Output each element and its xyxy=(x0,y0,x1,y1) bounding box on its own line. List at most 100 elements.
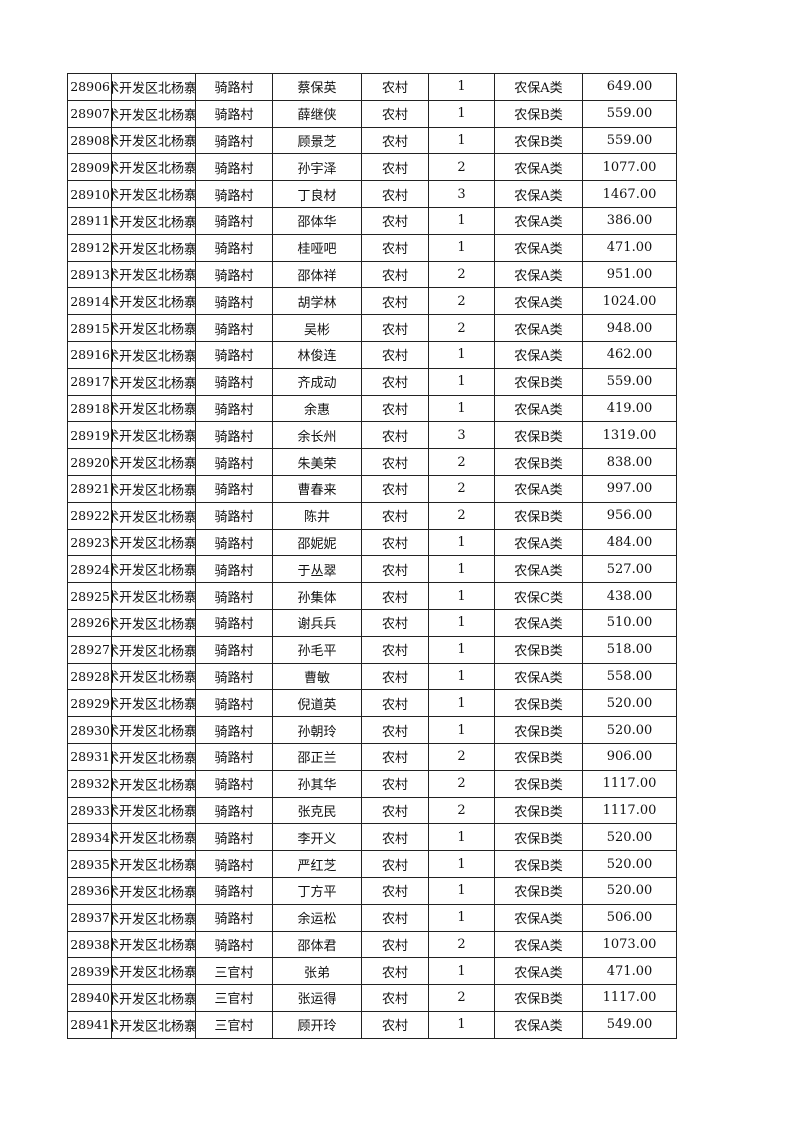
count-cell: 1 xyxy=(428,716,495,744)
region-cell: 术开发区北杨寨 xyxy=(111,501,196,530)
count-cell: 1 xyxy=(428,126,495,155)
count-cell: 3 xyxy=(428,421,495,450)
category-cell: 农保B类 xyxy=(494,367,583,396)
id-cell: 28912 xyxy=(67,233,112,262)
village-cell: 骑路村 xyxy=(195,635,273,664)
region-cell: 术开发区北杨寨 xyxy=(111,340,196,369)
id-cell: 28930 xyxy=(67,716,112,744)
household-type-cell: 农村 xyxy=(361,769,429,798)
id-cell: 28915 xyxy=(67,314,112,342)
household-type-cell: 农村 xyxy=(361,314,429,342)
category-cell: 农保A类 xyxy=(494,180,583,208)
household-type-cell: 农村 xyxy=(361,153,429,182)
table-row: 28924 术开发区北杨寨 骑路村 于丛翠 农村 1 农保A类 527.00 xyxy=(67,555,677,584)
amount-cell: 386.00 xyxy=(582,206,677,235)
amount-cell: 1077.00 xyxy=(582,153,677,182)
category-cell: 农保A类 xyxy=(494,608,583,637)
village-cell: 骑路村 xyxy=(195,287,273,316)
amount-cell: 520.00 xyxy=(582,876,677,905)
household-type-cell: 农村 xyxy=(361,287,429,316)
region-cell: 术开发区北杨寨 xyxy=(111,367,196,396)
village-cell: 骑路村 xyxy=(195,769,273,798)
name-cell: 孙毛平 xyxy=(272,635,362,664)
category-cell: 农保A类 xyxy=(494,555,583,584)
category-cell: 农保A类 xyxy=(494,662,583,691)
category-cell: 农保B类 xyxy=(494,769,583,798)
name-cell: 桂哑吧 xyxy=(272,233,362,262)
region-text: 术开发区北杨寨 xyxy=(111,510,196,526)
count-cell: 1 xyxy=(428,528,495,557)
id-cell: 28924 xyxy=(67,555,112,584)
table-row: 28940 术开发区北杨寨 三官村 张运得 农村 2 农保B类 1117.00 xyxy=(67,984,677,1012)
amount-cell: 1467.00 xyxy=(582,180,677,208)
name-cell: 孙其华 xyxy=(272,769,362,798)
region-cell: 术开发区北杨寨 xyxy=(111,1010,196,1039)
region-cell: 术开发区北杨寨 xyxy=(111,180,196,208)
village-cell: 骑路村 xyxy=(195,716,273,744)
amount-cell: 549.00 xyxy=(582,1010,677,1039)
region-text: 术开发区北杨寨 xyxy=(111,295,196,311)
category-cell: 农保B类 xyxy=(494,984,583,1012)
household-type-cell: 农村 xyxy=(361,99,429,128)
category-cell: 农保A类 xyxy=(494,528,583,557)
table-row: 28927 术开发区北杨寨 骑路村 孙毛平 农村 1 农保B类 518.00 xyxy=(67,635,677,664)
region-cell: 术开发区北杨寨 xyxy=(111,769,196,798)
household-type-cell: 农村 xyxy=(361,662,429,691)
region-cell: 术开发区北杨寨 xyxy=(111,287,196,316)
count-cell: 1 xyxy=(428,340,495,369)
amount-cell: 527.00 xyxy=(582,555,677,584)
category-cell: 农保B类 xyxy=(494,689,583,718)
id-cell: 28911 xyxy=(67,206,112,235)
name-cell: 丁良材 xyxy=(272,180,362,208)
region-cell: 术开发区北杨寨 xyxy=(111,73,196,101)
region-cell: 术开发区北杨寨 xyxy=(111,608,196,637)
category-cell: 农保A类 xyxy=(494,233,583,262)
region-cell: 术开发区北杨寨 xyxy=(111,528,196,557)
table-row: 28934 术开发区北杨寨 骑路村 李开义 农村 1 农保B类 520.00 xyxy=(67,823,677,852)
region-cell: 术开发区北杨寨 xyxy=(111,850,196,878)
name-cell: 曹敏 xyxy=(272,662,362,691)
amount-cell: 558.00 xyxy=(582,662,677,691)
category-cell: 农保A类 xyxy=(494,474,583,503)
village-cell: 骑路村 xyxy=(195,796,273,825)
amount-cell: 520.00 xyxy=(582,689,677,718)
id-cell: 28940 xyxy=(67,984,112,1012)
id-cell: 28919 xyxy=(67,421,112,450)
table-row: 28922 术开发区北杨寨 骑路村 陈井 农村 2 农保B类 956.00 xyxy=(67,501,677,530)
category-cell: 农保B类 xyxy=(494,501,583,530)
amount-cell: 518.00 xyxy=(582,635,677,664)
village-cell: 三官村 xyxy=(195,1010,273,1039)
count-cell: 2 xyxy=(428,769,495,798)
name-cell: 李开义 xyxy=(272,823,362,852)
amount-cell: 506.00 xyxy=(582,903,677,932)
category-cell: 农保A类 xyxy=(494,73,583,101)
count-cell: 2 xyxy=(428,314,495,342)
region-cell: 术开发区北杨寨 xyxy=(111,823,196,852)
table-row: 28933 术开发区北杨寨 骑路村 张克民 农村 2 农保B类 1117.00 xyxy=(67,796,677,825)
household-type-cell: 农村 xyxy=(361,206,429,235)
region-cell: 术开发区北杨寨 xyxy=(111,716,196,744)
region-text: 术开发区北杨寨 xyxy=(111,992,196,1008)
household-type-cell: 农村 xyxy=(361,608,429,637)
count-cell: 2 xyxy=(428,742,495,771)
village-cell: 骑路村 xyxy=(195,528,273,557)
household-type-cell: 农村 xyxy=(361,984,429,1012)
name-cell: 严红芝 xyxy=(272,850,362,878)
count-cell: 2 xyxy=(428,448,495,476)
region-cell: 术开发区北杨寨 xyxy=(111,153,196,182)
id-cell: 28908 xyxy=(67,126,112,155)
region-cell: 术开发区北杨寨 xyxy=(111,99,196,128)
id-cell: 28934 xyxy=(67,823,112,852)
id-cell: 28909 xyxy=(67,153,112,182)
village-cell: 骑路村 xyxy=(195,233,273,262)
table-row: 28910 术开发区北杨寨 骑路村 丁良材 农村 3 农保A类 1467.00 xyxy=(67,180,677,208)
name-cell: 邵体君 xyxy=(272,930,362,959)
table-row: 28919 术开发区北杨寨 骑路村 余长州 农村 3 农保B类 1319.00 xyxy=(67,421,677,450)
village-cell: 骑路村 xyxy=(195,153,273,182)
amount-cell: 956.00 xyxy=(582,501,677,530)
region-text: 术开发区北杨寨 xyxy=(111,563,196,579)
region-cell: 术开发区北杨寨 xyxy=(111,421,196,450)
count-cell: 2 xyxy=(428,501,495,530)
name-cell: 邵正兰 xyxy=(272,742,362,771)
id-cell: 28926 xyxy=(67,608,112,637)
